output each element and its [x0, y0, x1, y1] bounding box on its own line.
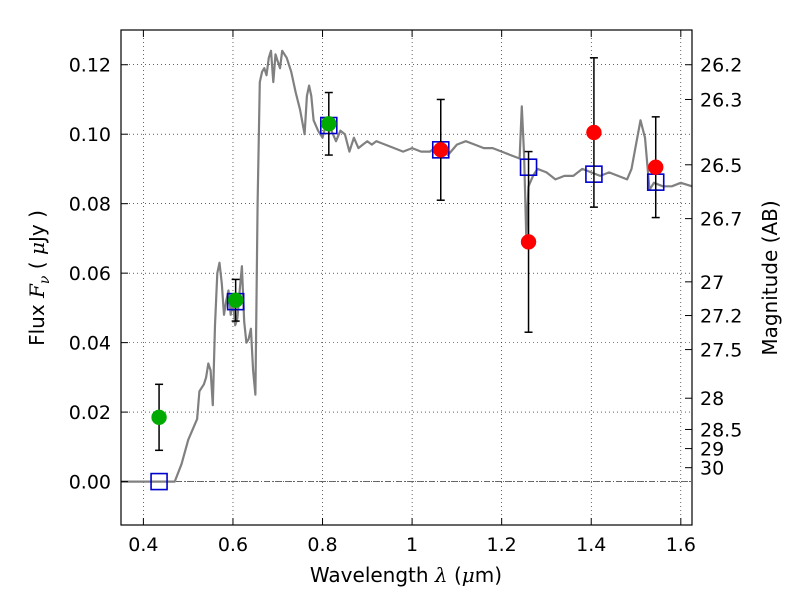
- x-tick-label: 0.6: [218, 534, 248, 556]
- y-tick-label: 0.08: [69, 194, 111, 216]
- y-tick-label: 0.00: [69, 472, 111, 494]
- axis-tick-labels: 0.4 0.6 0.8 1 1.2 1.4 1.6 0.00 0.02 0.04 0.06 0.08 0…: [69, 55, 743, 556]
- plot-frame: [120, 29, 693, 526]
- x-tick-label: 1: [406, 534, 418, 556]
- y-tick-label: 0.04: [69, 333, 111, 355]
- y2-tick-label: 27: [700, 272, 724, 294]
- axis-ticks: [121, 30, 692, 525]
- observed-point: [151, 409, 167, 426]
- observed-point: [321, 116, 337, 132]
- y2-axis-title: Magnitude (AB): [758, 200, 782, 355]
- x-tick-label: 1.4: [576, 534, 606, 556]
- x-axis-title: Wavelength λ (μm): [310, 563, 502, 587]
- grid: [121, 30, 692, 525]
- y-tick-label: 0.12: [69, 55, 111, 77]
- plot-area: [121, 49, 692, 491]
- y2-tick-label: 26.2: [700, 55, 742, 77]
- observed-point: [520, 234, 537, 250]
- y2-tick-label: 27.5: [700, 340, 742, 362]
- y2-tick-label: 26.5: [700, 155, 742, 177]
- y2-tick-label: 26.7: [700, 209, 742, 231]
- y2-tick-label: 30: [700, 458, 724, 480]
- y2-tick-label: 28.5: [700, 419, 742, 441]
- y2-tick-label: 29: [700, 439, 724, 461]
- y2-tick-label: 27.2: [700, 306, 742, 328]
- y2-tick-label: 26.3: [700, 89, 742, 111]
- model-spectrum-line: [121, 49, 692, 483]
- observed-point: [647, 159, 664, 175]
- model-band-square: [150, 472, 168, 491]
- x-tick-label: 1.6: [666, 534, 696, 556]
- observed-point: [433, 142, 449, 158]
- y-tick-label: 0.02: [69, 402, 111, 424]
- x-tick-label: 0.4: [128, 534, 158, 556]
- y-tick-label: 0.06: [69, 263, 111, 285]
- y-tick-label: 0.10: [69, 124, 111, 146]
- y2-tick-label: 28: [700, 388, 724, 410]
- observed-point: [586, 124, 602, 141]
- x-tick-label: 0.8: [307, 534, 337, 556]
- observed-point: [227, 292, 244, 309]
- y-axis-title: Flux Fν ( μJy ): [25, 210, 53, 346]
- x-tick-label: 1.2: [487, 534, 517, 556]
